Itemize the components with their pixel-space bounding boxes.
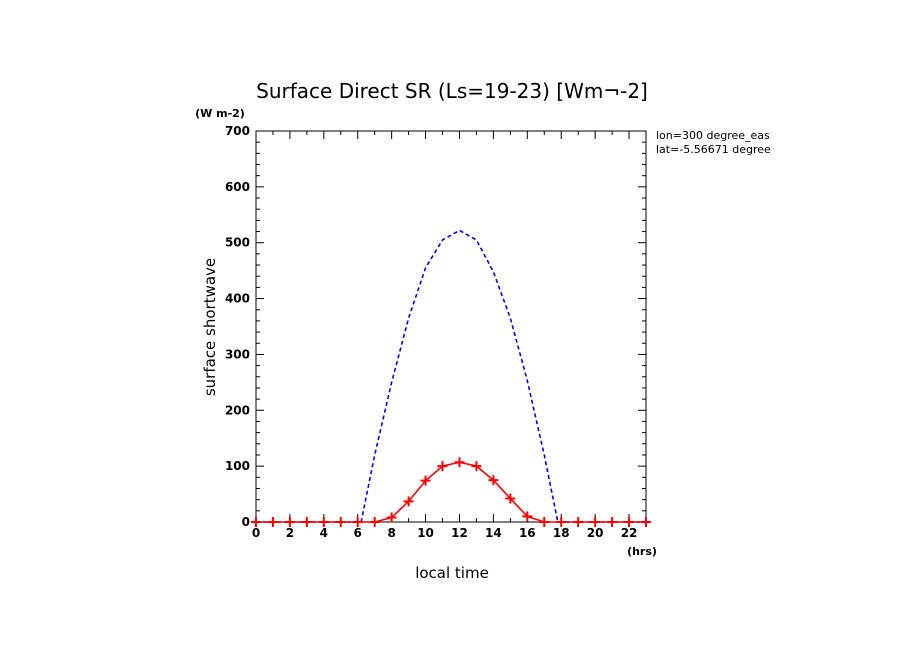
series-1-point [301,517,312,527]
y-tick-label: 0 [242,515,250,529]
series-1-point [267,517,278,527]
x-tick-label: 8 [387,526,395,540]
x-tick-label: 2 [286,526,294,540]
series-1-point [437,461,448,472]
series-1-point [335,517,346,527]
series-1-point [488,475,499,486]
x-tick-label: 14 [485,526,502,540]
x-tick-label: 6 [354,526,362,540]
x-tick-label: 22 [621,526,638,540]
y-tick-label: 200 [225,403,250,417]
plot-frame [255,130,647,523]
series-1-point [386,512,397,523]
y-tick-label: 700 [225,124,250,138]
series-1-point [590,517,601,527]
plot-area: 0 2 4 6 8 10 12 14 16 18 20 22 0 100 200 300 400 500 600 70… [225,124,651,540]
y-unit-label: (W m-2) [195,107,245,120]
x-tick-label: 20 [587,526,604,540]
y-tick-label: 300 [225,347,250,361]
x-tick-label: 4 [320,526,328,540]
series-1-point [539,517,550,527]
x-tick-label: 0 [252,526,260,540]
x-tick-label: 10 [417,526,434,540]
x-axis-label: local time [415,564,489,582]
series-1-point [454,457,465,468]
y-tick-label: 100 [225,459,250,473]
series-1-point [522,511,533,522]
lat-annotation: lat=-5.56671 degree [656,143,771,156]
series-1-point [471,461,482,472]
series-1-point [318,517,329,527]
x-tick-label: 12 [451,526,468,540]
lon-annotation: lon=300 degree_eas [656,129,770,142]
series-1-point [284,517,295,527]
series-1-point [624,517,635,527]
chart-title: Surface Direct SR (Ls=19-23) [Wm¬-2] [256,79,648,103]
series-0-line [256,229,646,523]
x-tick-label: 18 [553,526,570,540]
series-1-point [251,517,261,527]
series-1-point [403,496,414,507]
series-1-point [573,517,584,527]
series-1-point [352,517,363,527]
series-1-point [369,517,380,527]
y-tick-label: 600 [225,180,250,194]
y-tick-label: 400 [225,292,250,306]
x-unit-label: (hrs) [627,545,657,558]
series-1-point [505,493,516,504]
series-1-line [256,461,646,523]
x-tick-label: 16 [519,526,536,540]
y-axis-label: surface shortwave [201,258,219,396]
y-tick-label: 500 [225,236,250,250]
series-1-point [607,517,618,527]
series-1-point [420,475,431,486]
series-1-point [556,517,567,527]
series-1-point [641,517,651,527]
